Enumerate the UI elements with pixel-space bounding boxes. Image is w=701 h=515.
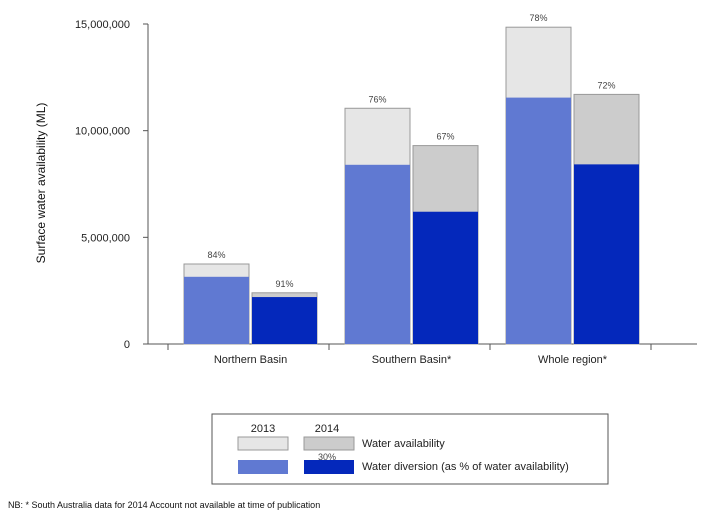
x-tick-label: Southern Basin* <box>372 354 452 366</box>
y-axis-title: Surface water availability (ML) <box>34 103 48 264</box>
legend-label-availability: Water availability <box>362 438 445 450</box>
bar-diversion-2013 <box>184 276 249 344</box>
bar-diversion-2014 <box>413 211 478 344</box>
data-label-percent: 72% <box>597 80 615 90</box>
y-tick-label: 10,000,000 <box>75 126 130 138</box>
bar-diversion-2014 <box>574 164 639 344</box>
legend-swatch-diversion-2013 <box>238 460 288 474</box>
y-tick-label: 15,000,000 <box>75 19 130 31</box>
bar-diversion-2013 <box>345 164 410 344</box>
data-label-percent: 76% <box>368 94 386 104</box>
data-label-percent: 78% <box>529 13 547 23</box>
bar-diversion-2014 <box>252 297 317 344</box>
axes: 0 5,000,000 10,000,000 15,000,000 Northern B… <box>75 19 697 366</box>
y-tick-label: 5,000,000 <box>81 232 130 244</box>
legend-year-2013: 2013 <box>251 423 275 435</box>
y-tick-label: 0 <box>124 339 130 351</box>
legend: 2013 2014 Water availability 30% Water d… <box>211 413 609 485</box>
x-tick-label: Northern Basin <box>214 354 287 366</box>
legend-swatch-availability-2014 <box>303 436 355 451</box>
data-label-percent: 67% <box>436 132 454 142</box>
legend-year-2014: 2014 <box>315 423 339 435</box>
x-tick-label: Whole region* <box>538 354 608 366</box>
data-label-percent: 84% <box>207 250 225 260</box>
footnote: NB: * South Australia data for 2014 Acco… <box>8 500 321 510</box>
surface-water-chart: Surface water availability (ML) 0 5,000,0… <box>34 13 697 485</box>
bars-group: 84% 91% 76% 67% 78% 72% <box>183 13 640 345</box>
data-label-percent: 91% <box>275 279 293 289</box>
legend-label-diversion: Water diversion (as % of water availabil… <box>362 461 569 473</box>
legend-swatch-availability-2013 <box>237 436 289 451</box>
legend-swatch-diversion-2014 <box>304 460 354 474</box>
legend-example-percent: 30% <box>318 452 336 462</box>
bar-diversion-2013 <box>506 97 571 344</box>
